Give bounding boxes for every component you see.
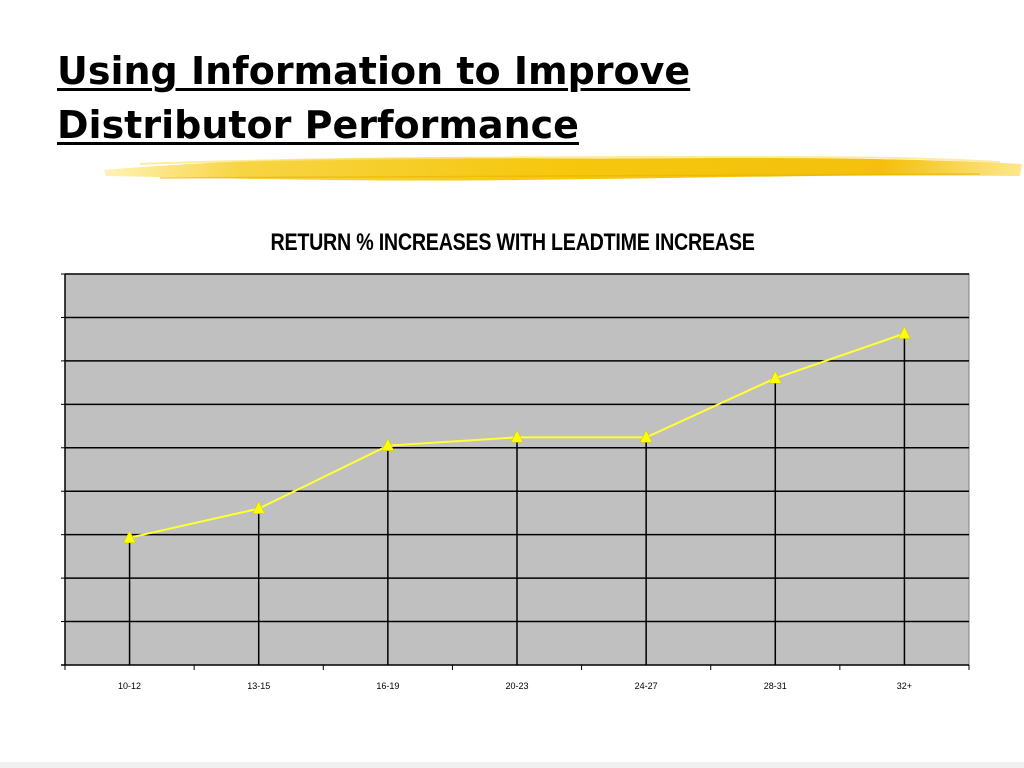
data-point-marker	[768, 370, 782, 384]
slide-title-line-1: Using Information to Improve	[57, 49, 691, 93]
data-point-marker	[639, 429, 653, 443]
x-tick-label: 24-27	[635, 681, 658, 691]
data-point-marker	[898, 325, 911, 339]
x-tick-label: 28-31	[764, 681, 787, 691]
data-point-marker	[381, 438, 395, 451]
slide-title: Using Information to Improve Distributor…	[57, 44, 957, 152]
data-point-marker	[123, 530, 136, 543]
x-tick-label: 10-12	[118, 681, 141, 691]
chart-title: RETURN % INCREASES WITH LEADTIME INCREAS…	[270, 229, 755, 256]
x-tick-label: 20-23	[505, 681, 528, 691]
bottom-bar	[0, 762, 1024, 768]
data-point-marker	[510, 429, 524, 443]
data-point-marker	[252, 501, 266, 514]
highlighter-stroke	[104, 155, 1022, 181]
x-tick-label: 13-15	[247, 681, 270, 691]
x-tick-label: 16-19	[376, 681, 399, 691]
slide-title-line-2: Distributor Performance	[57, 103, 579, 147]
x-tick-label: 32+	[897, 681, 912, 691]
